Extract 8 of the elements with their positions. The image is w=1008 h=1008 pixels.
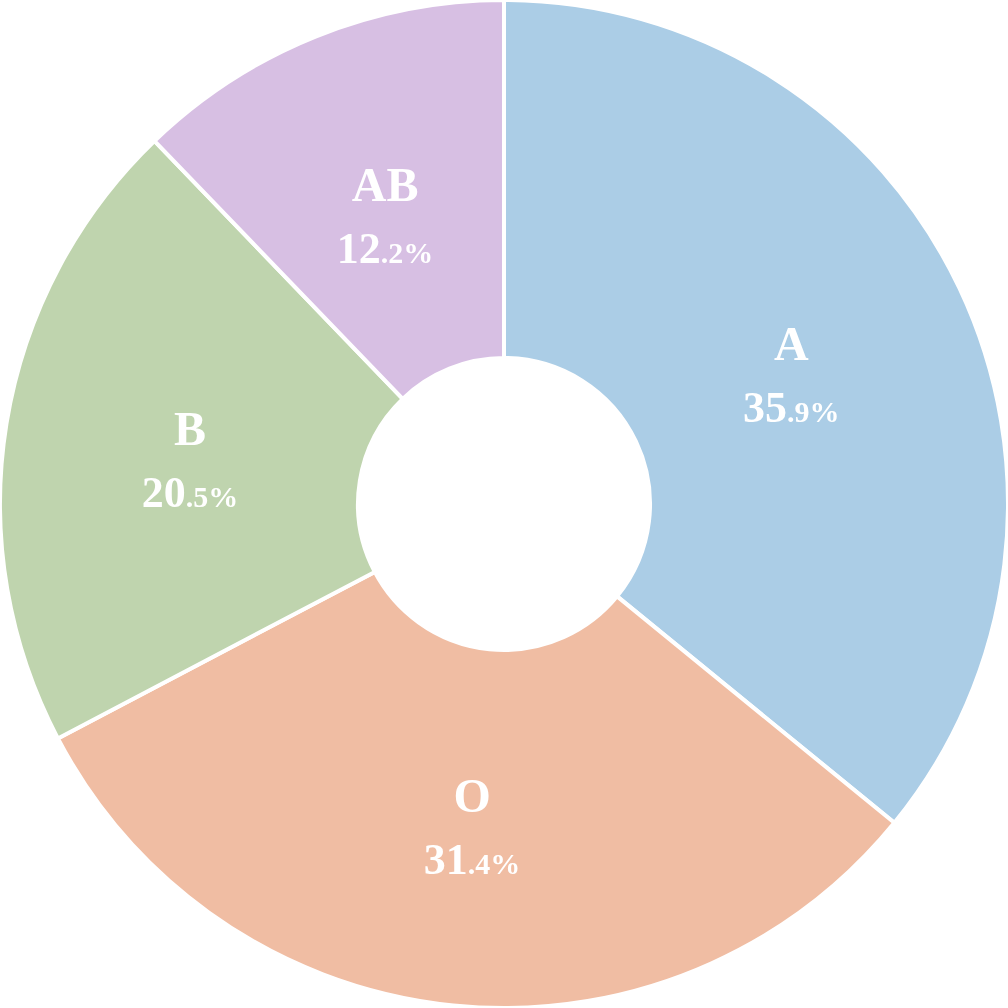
data-label: 31.4% (423, 835, 521, 885)
data-label: 12.2% (336, 224, 434, 274)
data-label: 20.5% (141, 468, 239, 518)
slice-label: A (773, 316, 809, 370)
slice-label: B (174, 402, 207, 456)
slice-label: O (453, 769, 491, 823)
slice-label: AB (351, 158, 419, 212)
data-label: 35.9% (743, 382, 840, 432)
